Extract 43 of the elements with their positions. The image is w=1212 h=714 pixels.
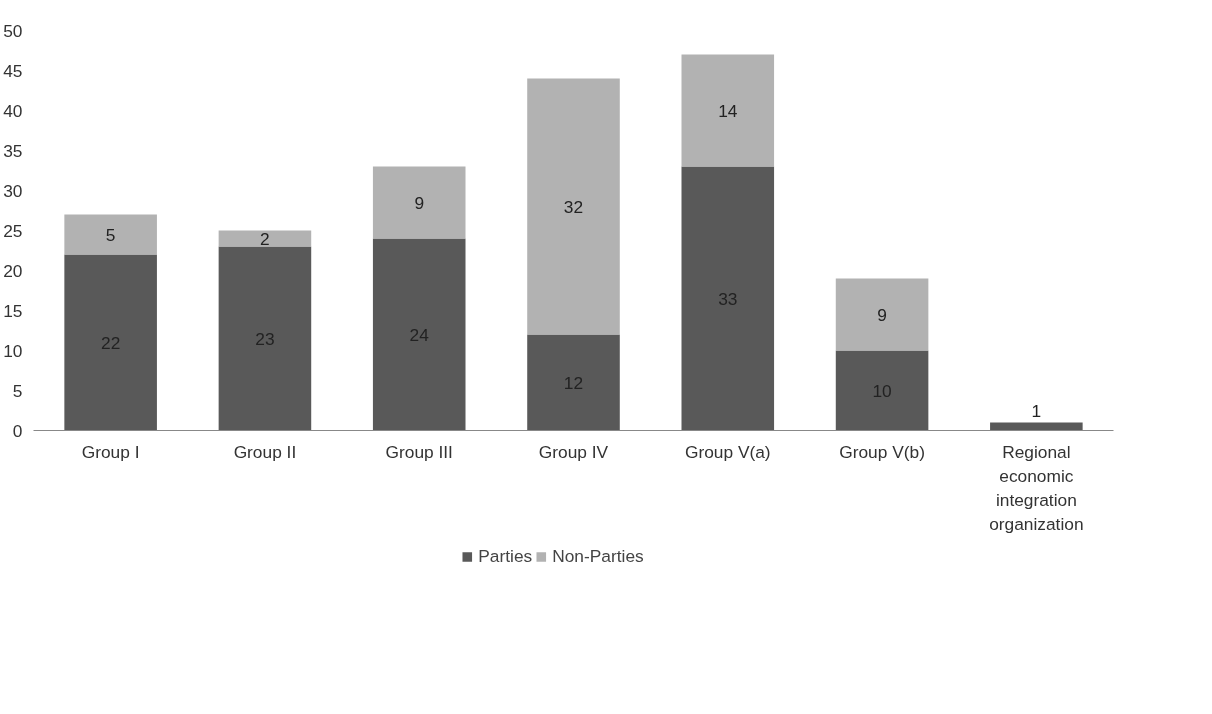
x-tick-label: Group IV	[538, 441, 609, 462]
y-tick-label: 30	[3, 180, 23, 201]
data-label: 14	[718, 100, 738, 121]
legend-label: Parties	[478, 545, 533, 567]
data-label: 9	[877, 304, 887, 325]
bar	[527, 334, 620, 431]
bar	[372, 166, 466, 239]
data-label: 23	[255, 328, 275, 349]
data-label: 24	[409, 324, 430, 345]
data-label: 33	[718, 288, 738, 309]
bar	[372, 238, 466, 431]
data-label: 32	[563, 196, 584, 217]
bar	[527, 78, 620, 335]
data-label: 5	[105, 224, 116, 245]
x-tick-label: Group III	[385, 441, 453, 462]
data-label: 1	[1031, 400, 1042, 421]
y-tick-label: 35	[3, 140, 23, 161]
y-tick-label: 0	[12, 420, 23, 441]
x-tick-label: Group I	[81, 441, 140, 462]
x-tick-label: Regional economic integration organization	[989, 441, 1084, 534]
y-tick-label: 40	[3, 100, 23, 121]
legend-label: Non-Parties	[552, 545, 644, 567]
bar	[681, 166, 775, 431]
y-tick-label: 5	[12, 380, 23, 401]
bar	[64, 214, 157, 255]
bar	[218, 230, 312, 247]
x-tick-label: Group V(b)	[839, 441, 925, 462]
bar	[681, 54, 775, 167]
x-tick-label: Group V(a)	[684, 441, 771, 462]
y-tick-label: 50	[3, 20, 23, 41]
y-tick-label: 10	[3, 340, 23, 361]
y-tick-label: 25	[3, 220, 23, 241]
bar	[218, 246, 312, 431]
data-label: 2	[260, 228, 270, 249]
data-label: 9	[414, 192, 425, 213]
y-tick-label: 45	[3, 60, 23, 81]
data-label: 10	[872, 380, 892, 401]
bar	[835, 278, 929, 351]
bar	[64, 254, 157, 431]
y-tick-label: 15	[3, 300, 23, 321]
x-tick-label: Group II	[233, 441, 297, 462]
y-tick-label: 20	[3, 260, 23, 281]
bar	[835, 350, 929, 431]
